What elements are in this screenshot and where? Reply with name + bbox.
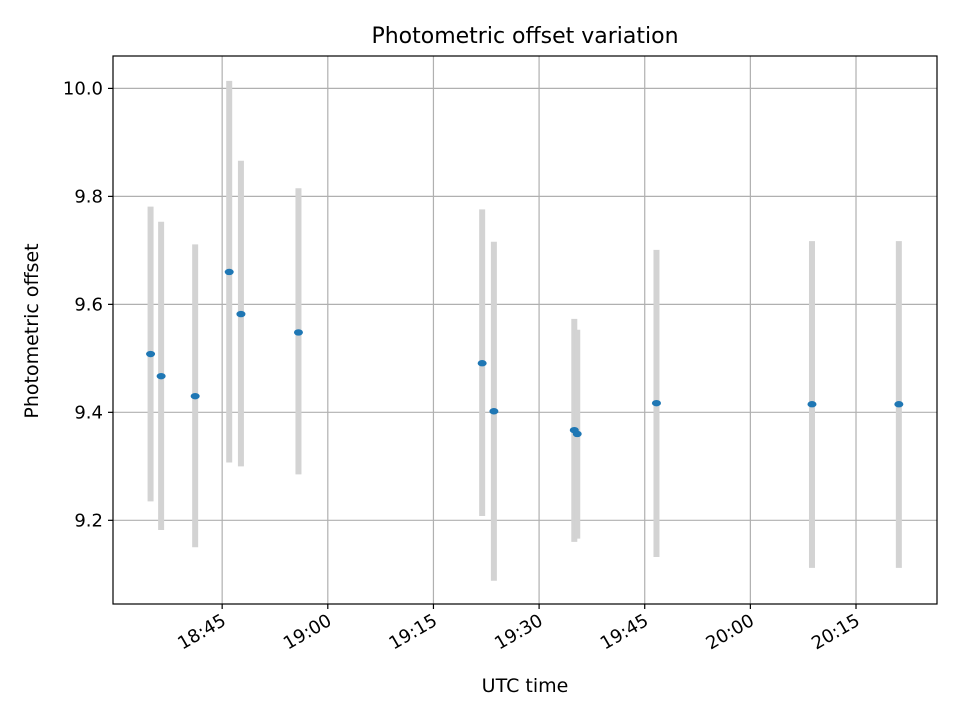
data-point: [146, 350, 156, 358]
data-point: [489, 408, 499, 415]
data-point: [224, 268, 234, 276]
data-point: [572, 430, 582, 438]
y-tick-label: 10.0: [63, 78, 103, 99]
data-point: [807, 401, 817, 408]
data-point: [156, 372, 166, 380]
data-point: [293, 329, 303, 336]
data-points: [146, 268, 904, 438]
plot-frame: [112, 55, 938, 605]
y-tick-label: 9.2: [74, 510, 103, 531]
data-point: [236, 310, 246, 318]
data-point: [894, 401, 904, 408]
data-point: [190, 392, 200, 400]
chart-title: Photometric offset variation: [371, 24, 678, 49]
y-tick-label: 9.4: [74, 402, 103, 423]
x-axis-label: UTC time: [482, 675, 569, 697]
y-tick-label: 9.6: [74, 294, 103, 315]
data-point: [477, 360, 487, 367]
y-tick-label: 9.8: [74, 186, 103, 207]
y-axis-label: Photometric offset: [21, 243, 43, 418]
data-point: [651, 399, 661, 407]
grid-lines: [113, 56, 937, 604]
